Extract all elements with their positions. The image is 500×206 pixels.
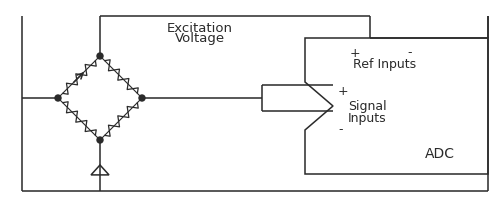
Text: +: +: [350, 47, 360, 60]
Circle shape: [55, 95, 61, 101]
Circle shape: [139, 95, 145, 101]
Text: +: +: [338, 84, 348, 97]
Text: Ref Inputs: Ref Inputs: [354, 57, 416, 70]
Text: Inputs: Inputs: [348, 111, 387, 124]
Text: -: -: [408, 47, 412, 60]
Circle shape: [97, 137, 103, 143]
Text: Voltage: Voltage: [175, 32, 225, 44]
Text: Signal: Signal: [348, 99, 387, 112]
Text: Excitation: Excitation: [167, 21, 233, 34]
Circle shape: [97, 53, 103, 59]
Text: -: -: [338, 124, 342, 137]
Text: ADC: ADC: [425, 147, 455, 161]
